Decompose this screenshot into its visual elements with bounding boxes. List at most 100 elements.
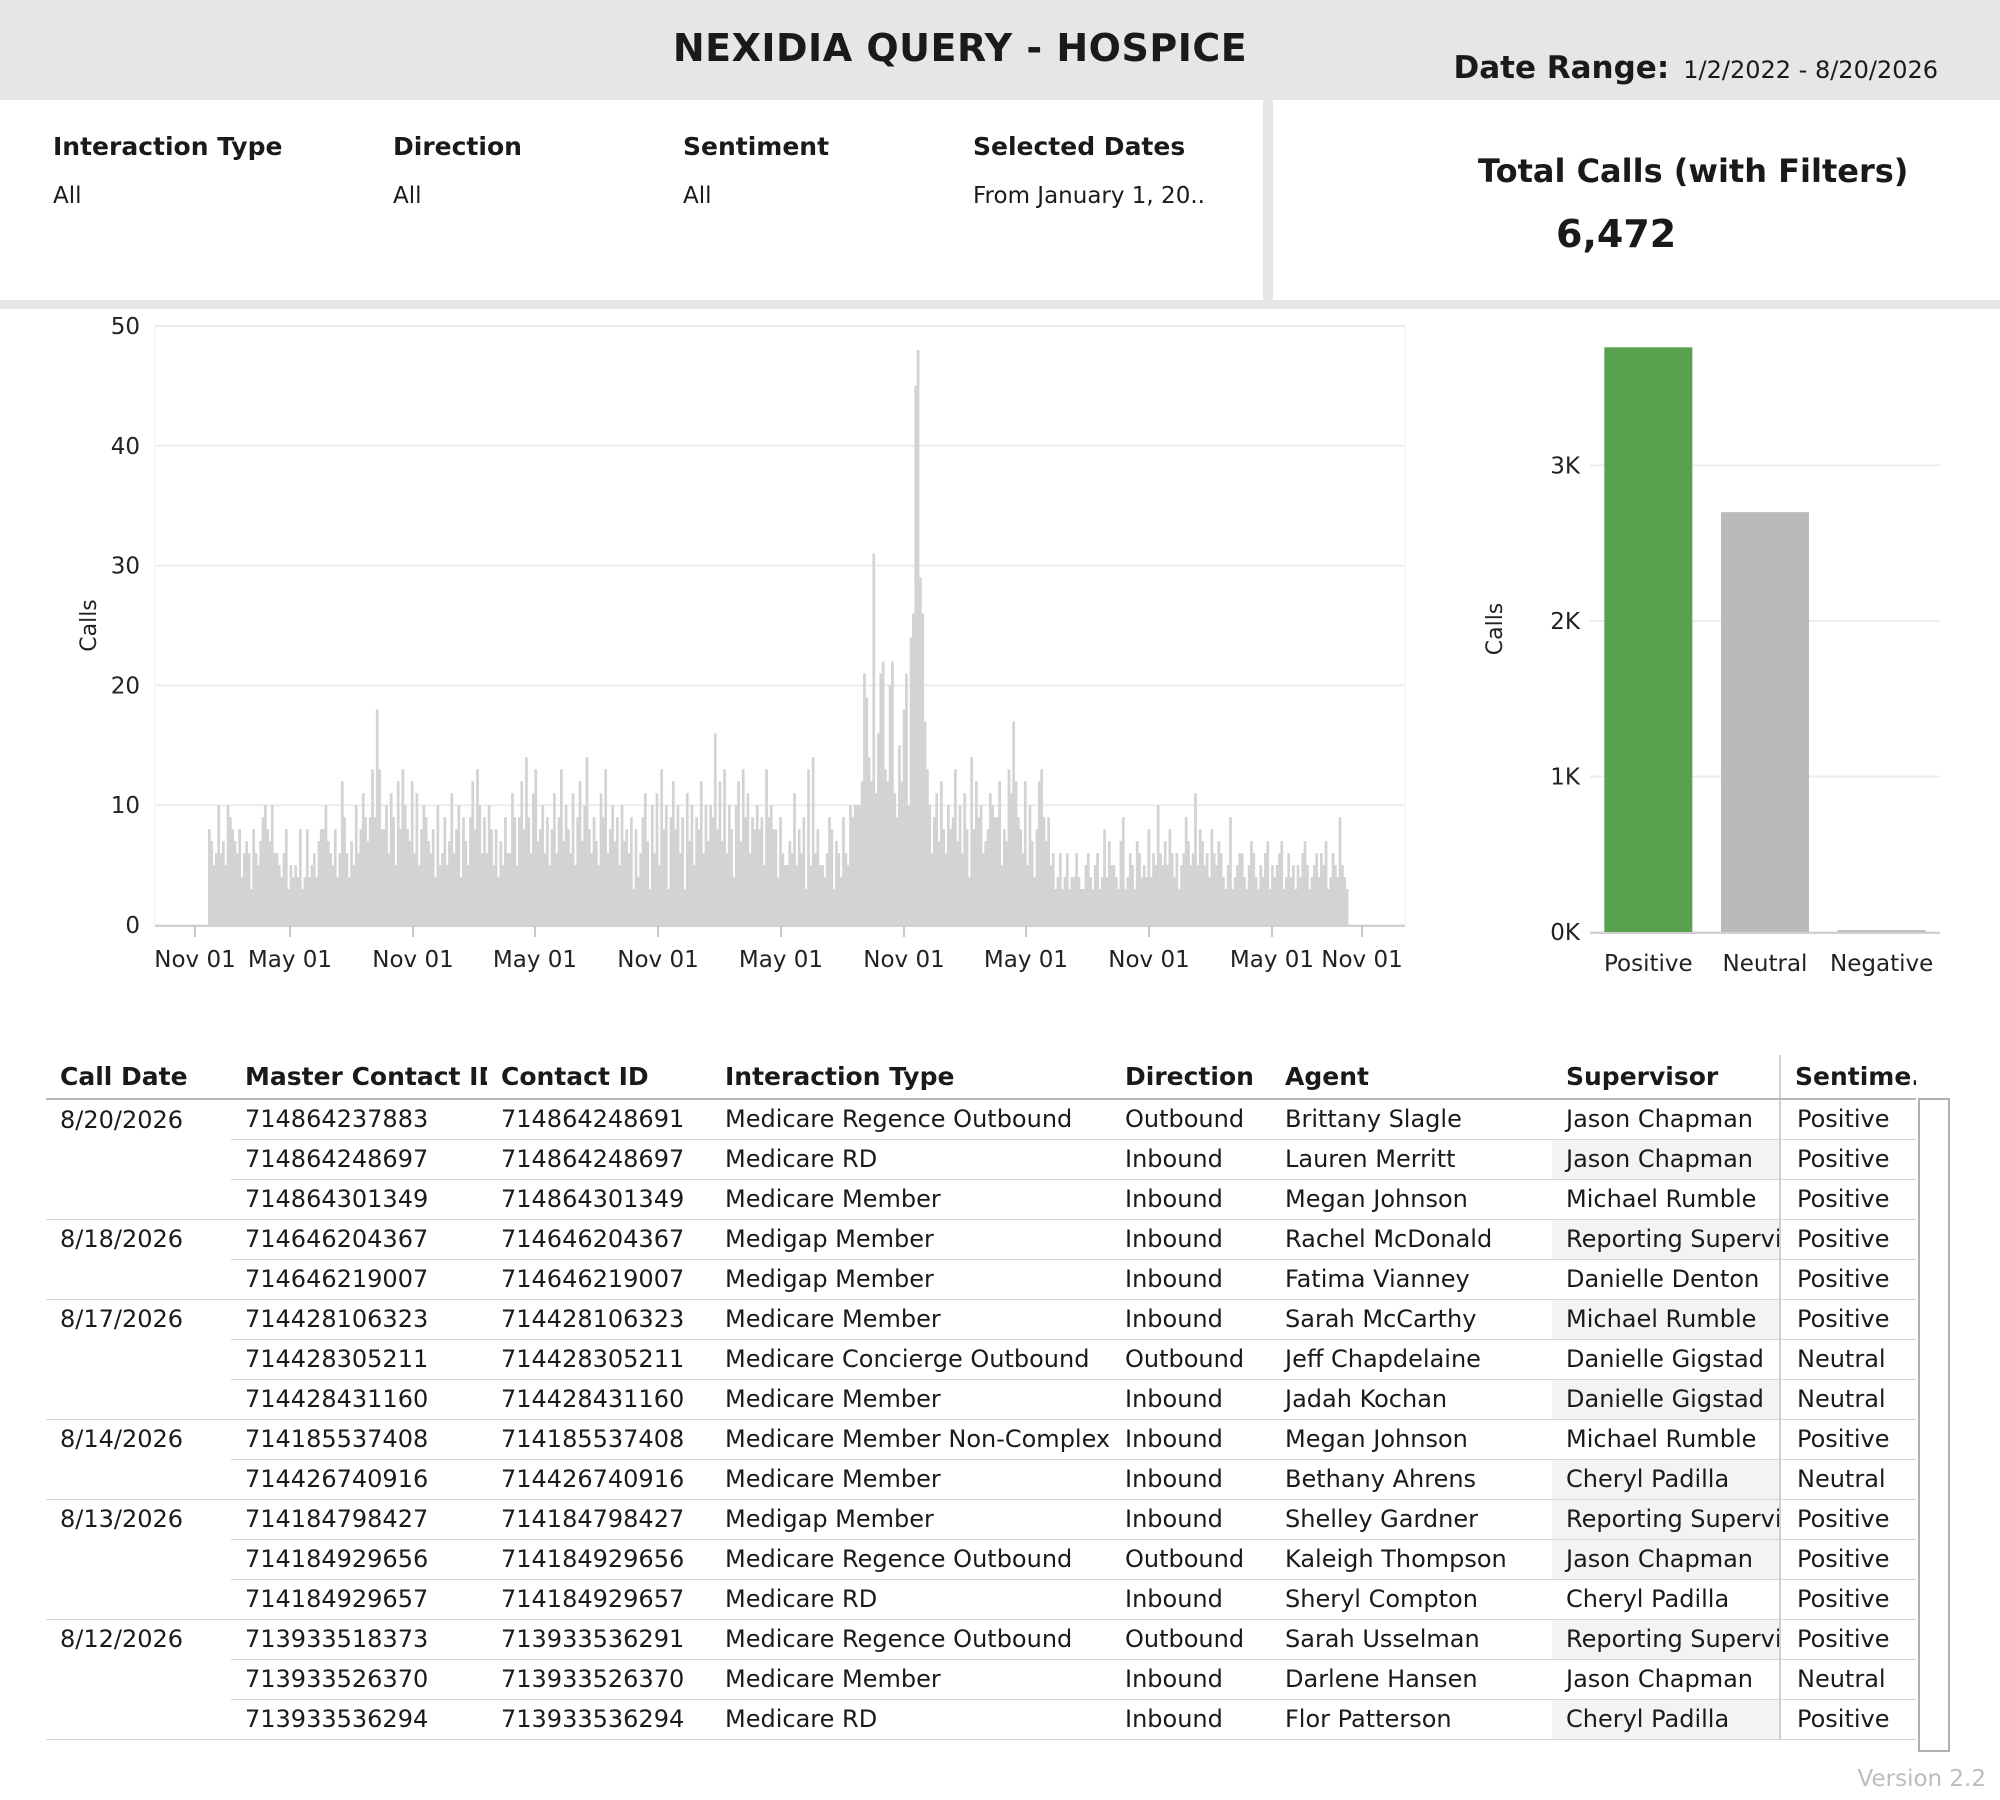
timeline-bar[interactable]	[1012, 721, 1016, 925]
timeline-bar[interactable]	[779, 817, 782, 925]
timeline-bar[interactable]	[1021, 853, 1025, 925]
timeline-bar[interactable]	[208, 829, 211, 925]
timeline-bar[interactable]	[1100, 877, 1104, 925]
timeline-bar[interactable]	[1280, 841, 1284, 925]
timeline-bar[interactable]	[371, 769, 374, 925]
timeline-bar[interactable]	[1061, 889, 1064, 925]
timeline-bar[interactable]	[420, 829, 423, 925]
timeline-bar[interactable]	[1154, 865, 1158, 925]
timeline-bar[interactable]	[1175, 853, 1179, 925]
timeline-bar[interactable]	[748, 853, 752, 925]
timeline-bar[interactable]	[1086, 853, 1090, 925]
timeline-bar[interactable]	[832, 889, 836, 925]
timeline-bar[interactable]	[1040, 769, 1043, 925]
timeline-bar[interactable]	[1215, 865, 1218, 925]
column-header-contact-id[interactable]: Contact ID	[487, 1055, 711, 1100]
timeline-bar[interactable]	[1329, 877, 1333, 925]
timeline-bar[interactable]	[515, 865, 519, 925]
timeline-bar[interactable]	[520, 781, 524, 925]
timeline-bar[interactable]	[511, 793, 514, 925]
timeline-bar[interactable]	[860, 781, 864, 925]
timeline-bar[interactable]	[553, 793, 556, 925]
timeline-bar[interactable]	[597, 865, 601, 925]
timeline-bar[interactable]	[1310, 877, 1314, 925]
timeline-bar[interactable]	[807, 769, 810, 925]
timeline-bar[interactable]	[1000, 865, 1004, 925]
timeline-bar[interactable]	[221, 841, 225, 925]
timeline-bar[interactable]	[406, 829, 409, 925]
timeline-bar[interactable]	[450, 793, 454, 925]
timeline-bar[interactable]	[839, 877, 843, 925]
timeline-bar[interactable]	[324, 805, 328, 925]
timeline-bar[interactable]	[403, 805, 407, 925]
filter-selected-dates[interactable]: Selected Dates From January 1, 20..	[973, 132, 1205, 209]
timeline-bar[interactable]	[1131, 865, 1134, 925]
timeline-bar[interactable]	[972, 829, 976, 925]
timeline-bar[interactable]	[287, 889, 290, 925]
timeline-bar[interactable]	[268, 841, 272, 925]
timeline-bar[interactable]	[730, 829, 733, 925]
timeline-bar[interactable]	[571, 793, 575, 925]
timeline-bar[interactable]	[296, 877, 300, 925]
timeline-bar[interactable]	[310, 865, 314, 925]
timeline-bar[interactable]	[212, 865, 216, 925]
timeline-bar[interactable]	[653, 853, 657, 925]
timeline-bar[interactable]	[657, 865, 661, 925]
timeline-bar[interactable]	[867, 757, 871, 925]
timeline-bar[interactable]	[1322, 865, 1326, 925]
timeline-bar[interactable]	[347, 877, 351, 925]
timeline-bar[interactable]	[303, 877, 307, 925]
timeline-bar[interactable]	[1210, 829, 1214, 925]
timeline-bar[interactable]	[1268, 889, 1272, 925]
timeline-bar[interactable]	[224, 865, 228, 925]
timeline-bar[interactable]	[804, 889, 808, 925]
timeline-bar[interactable]	[333, 829, 337, 925]
timeline-bar[interactable]	[734, 805, 738, 925]
timeline-bar[interactable]	[1149, 877, 1153, 925]
timeline-bar[interactable]	[1063, 877, 1067, 925]
timeline-bar[interactable]	[1187, 841, 1190, 925]
timeline-bar[interactable]	[1019, 829, 1023, 925]
timeline-bar[interactable]	[944, 853, 948, 925]
timeline-bar[interactable]	[399, 829, 402, 925]
filter-interaction-type[interactable]: Interaction Type All	[53, 132, 282, 209]
timeline-bar[interactable]	[643, 793, 647, 925]
timeline-bar[interactable]	[497, 877, 500, 925]
timeline-bar[interactable]	[1334, 865, 1337, 925]
timeline-bar[interactable]	[235, 853, 239, 925]
timeline-bar[interactable]	[937, 841, 941, 925]
timeline-bar[interactable]	[958, 805, 962, 925]
filter-value[interactable]: All	[393, 183, 422, 209]
timeline-bar[interactable]	[1014, 781, 1018, 925]
timeline-bar[interactable]	[1222, 877, 1225, 925]
timeline-bar[interactable]	[345, 853, 349, 925]
timeline-bar[interactable]	[448, 841, 451, 925]
timeline-bar[interactable]	[492, 865, 496, 925]
table-row[interactable]: 714864301349 714864301349 Medicare Member I…	[46, 1179, 1916, 1220]
timeline-bar[interactable]	[608, 829, 612, 925]
timeline-bar[interactable]	[825, 853, 829, 925]
timeline-bar[interactable]	[1173, 877, 1176, 925]
timeline-bar[interactable]	[1107, 841, 1111, 925]
timeline-bar[interactable]	[786, 865, 789, 925]
timeline-bar[interactable]	[1047, 817, 1050, 925]
timeline-bar[interactable]	[842, 817, 845, 925]
timeline-bar[interactable]	[1002, 829, 1006, 925]
timeline-bar[interactable]	[375, 709, 379, 925]
sentiment-bar-positive[interactable]	[1604, 347, 1693, 932]
timeline-bar[interactable]	[769, 805, 773, 925]
timeline-bar[interactable]	[282, 853, 286, 925]
timeline-bar[interactable]	[462, 817, 465, 925]
timeline-bar[interactable]	[392, 817, 395, 925]
column-header-master-contact-id[interactable]: Master Contact ID	[231, 1055, 487, 1100]
timeline-bar[interactable]	[1077, 877, 1081, 925]
timeline-bar[interactable]	[343, 817, 346, 925]
timeline-bar[interactable]	[681, 817, 684, 925]
timeline-bar[interactable]	[891, 661, 894, 925]
timeline-bar[interactable]	[711, 817, 715, 925]
timeline-bar[interactable]	[1142, 865, 1146, 925]
timeline-bar[interactable]	[410, 781, 414, 925]
timeline-bar[interactable]	[445, 865, 449, 925]
timeline-bar[interactable]	[912, 613, 915, 925]
timeline-bar[interactable]	[674, 829, 677, 925]
